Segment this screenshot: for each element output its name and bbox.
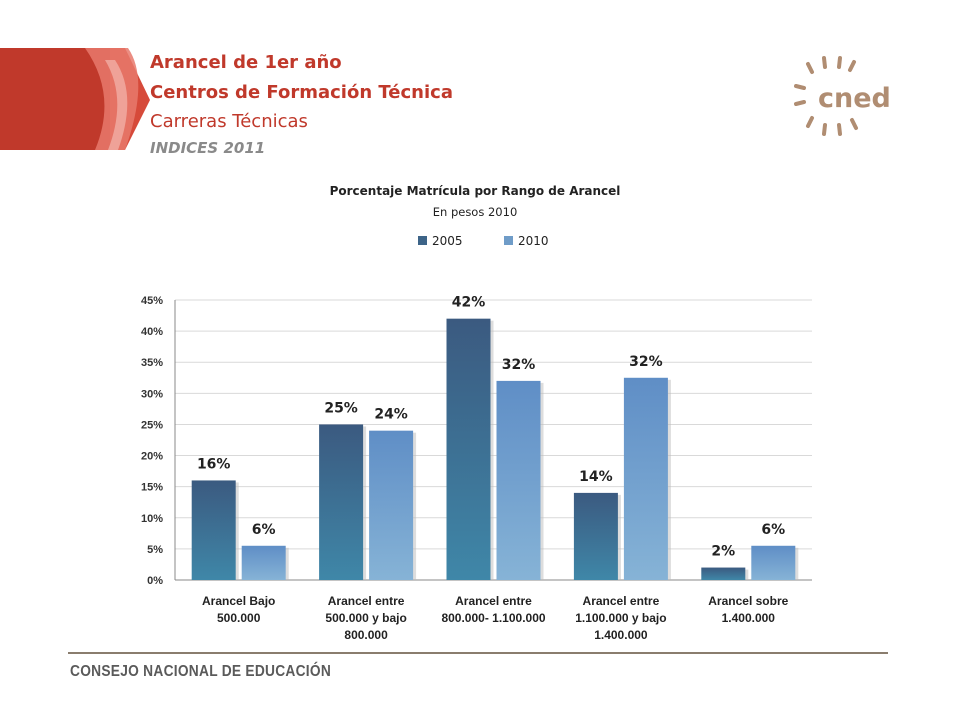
y-tick-label: 10% — [141, 513, 163, 525]
data-label: 25% — [324, 400, 358, 416]
bar-2010 — [751, 545, 796, 580]
x-tick-label: 1.100.000 y bajo — [575, 611, 666, 625]
x-tick-label: 1.400.000 — [722, 611, 776, 625]
page-subtitle: Centros de Formación Técnica — [150, 82, 453, 103]
logo-text: cned — [818, 83, 891, 114]
page-subtitle-2: Carreras Técnicas — [150, 111, 308, 132]
bar-2005 — [319, 424, 364, 580]
y-tick-label: 0% — [147, 575, 163, 587]
x-tick-label: 500.000 — [217, 611, 261, 625]
y-tick-label: 35% — [141, 357, 163, 369]
sunburst-logo-icon — [794, 56, 858, 136]
chart-title: Porcentaje Matrícula por Rango de Arance… — [329, 184, 621, 198]
legend-label: 2010 — [518, 234, 549, 248]
x-tick-label: 800.000 — [344, 628, 388, 642]
y-tick-label: 20% — [141, 451, 163, 463]
legend-swatch — [418, 236, 427, 245]
y-tick-label: 5% — [147, 544, 163, 556]
y-tick-label: 30% — [141, 388, 163, 400]
data-label: 6% — [761, 522, 785, 538]
cned-logo: cned — [794, 56, 891, 136]
x-tick-label: 500.000 y bajo — [325, 611, 406, 625]
page-index-label: INDICES 2011 — [150, 139, 266, 157]
bar-2010 — [241, 545, 286, 580]
data-label: 16% — [197, 456, 231, 472]
data-label: 32% — [502, 357, 536, 373]
legend-label: 2005 — [432, 234, 463, 248]
header-decoration — [0, 48, 150, 150]
data-label: 14% — [579, 469, 613, 485]
y-tick-label: 40% — [141, 326, 163, 338]
page-title: Arancel de 1er año — [150, 52, 342, 73]
data-label: 42% — [452, 295, 486, 311]
bar-2005 — [446, 318, 491, 580]
footer-divider — [68, 652, 888, 654]
data-label: 6% — [252, 522, 276, 538]
x-tick-label: 1.400.000 — [594, 628, 648, 642]
x-tick-label: Arancel sobre — [708, 594, 788, 608]
bar-2010 — [496, 380, 541, 580]
data-label: 24% — [374, 407, 408, 423]
x-tick-label: Arancel entre — [455, 594, 532, 608]
legend-swatch — [504, 236, 513, 245]
x-tick-label: Arancel entre — [583, 594, 660, 608]
x-tick-label: Arancel entre — [328, 594, 405, 608]
y-tick-label: 25% — [141, 419, 163, 431]
bar-2005 — [573, 492, 618, 580]
bar-2010 — [623, 377, 668, 580]
bar-2005 — [191, 480, 236, 580]
data-label: 32% — [629, 354, 663, 370]
data-label: 2% — [711, 544, 735, 560]
chart-subtitle: En pesos 2010 — [432, 205, 518, 219]
bar-2010 — [369, 430, 414, 580]
y-tick-label: 15% — [141, 482, 163, 494]
x-tick-label: Arancel Bajo — [202, 594, 275, 608]
x-tick-label: 800.000- 1.100.000 — [441, 611, 545, 625]
bar-2005 — [701, 567, 746, 580]
y-tick-label: 45% — [141, 295, 163, 307]
footer-text: CONSEJO NACIONAL DE EDUCACIÓN — [70, 663, 332, 680]
